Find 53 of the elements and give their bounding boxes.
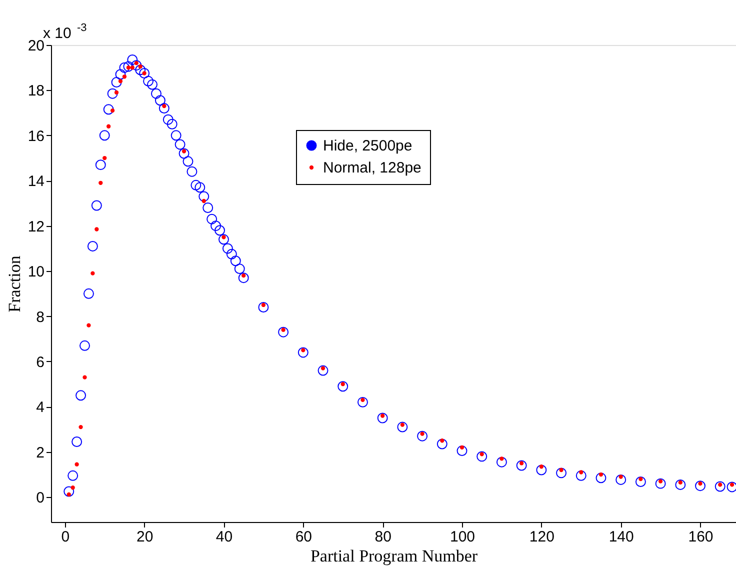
point (90, 271, 95, 276)
point (122, 74, 127, 79)
point (106, 124, 111, 128)
point (118, 79, 123, 84)
point (440, 438, 444, 443)
point (598, 472, 604, 477)
x-tick-label: 0 (61, 528, 70, 546)
point (82, 375, 87, 380)
y-tick-label: 4 (36, 399, 44, 416)
x-tick-label: 120 (529, 528, 554, 546)
y-tick-label: 8 (36, 308, 44, 326)
y-tick-label: 2 (36, 444, 44, 462)
point (618, 474, 623, 479)
x-tick-label: 160 (688, 528, 714, 546)
y-tick-label: 0 (36, 490, 44, 507)
y-axis-title: Fraction (4, 255, 24, 312)
point (74, 462, 79, 466)
point (98, 180, 103, 185)
legend-label: Hide, 2500pe (323, 138, 412, 154)
y-tick-label: 20 (28, 38, 44, 54)
point (500, 456, 504, 461)
y-tick-label: 18 (28, 82, 44, 100)
point (360, 398, 365, 402)
legend-label: Normal, 128pe (323, 160, 422, 176)
point (202, 198, 206, 204)
point (539, 464, 544, 469)
x-tick-label: 40 (216, 528, 233, 546)
point (70, 486, 75, 490)
y-tick-label: 12 (28, 218, 44, 236)
x-tick-label: 140 (608, 528, 634, 546)
point (86, 323, 91, 328)
x-tick-label: 20 (136, 528, 154, 546)
y-tick-label: 14 (28, 173, 44, 190)
point (66, 492, 71, 496)
point (110, 108, 115, 113)
x-axis-title: Partial Program Number (310, 546, 478, 566)
point (94, 227, 99, 232)
y-tick-label: 6 (36, 354, 44, 371)
y-tick-label: 10 (28, 264, 44, 281)
point (114, 90, 119, 95)
y-tick-label: 16 (28, 128, 44, 145)
point (559, 468, 564, 472)
point (460, 445, 464, 450)
point (138, 64, 142, 69)
point (130, 66, 134, 70)
point (78, 424, 83, 430)
point (638, 476, 643, 482)
text: x 10-3 (43, 22, 87, 42)
point (102, 156, 107, 160)
point (579, 470, 584, 474)
x-tick-label: 60 (295, 528, 312, 546)
x-tick-label: 100 (450, 528, 476, 546)
x-tick-label: 80 (374, 528, 392, 546)
